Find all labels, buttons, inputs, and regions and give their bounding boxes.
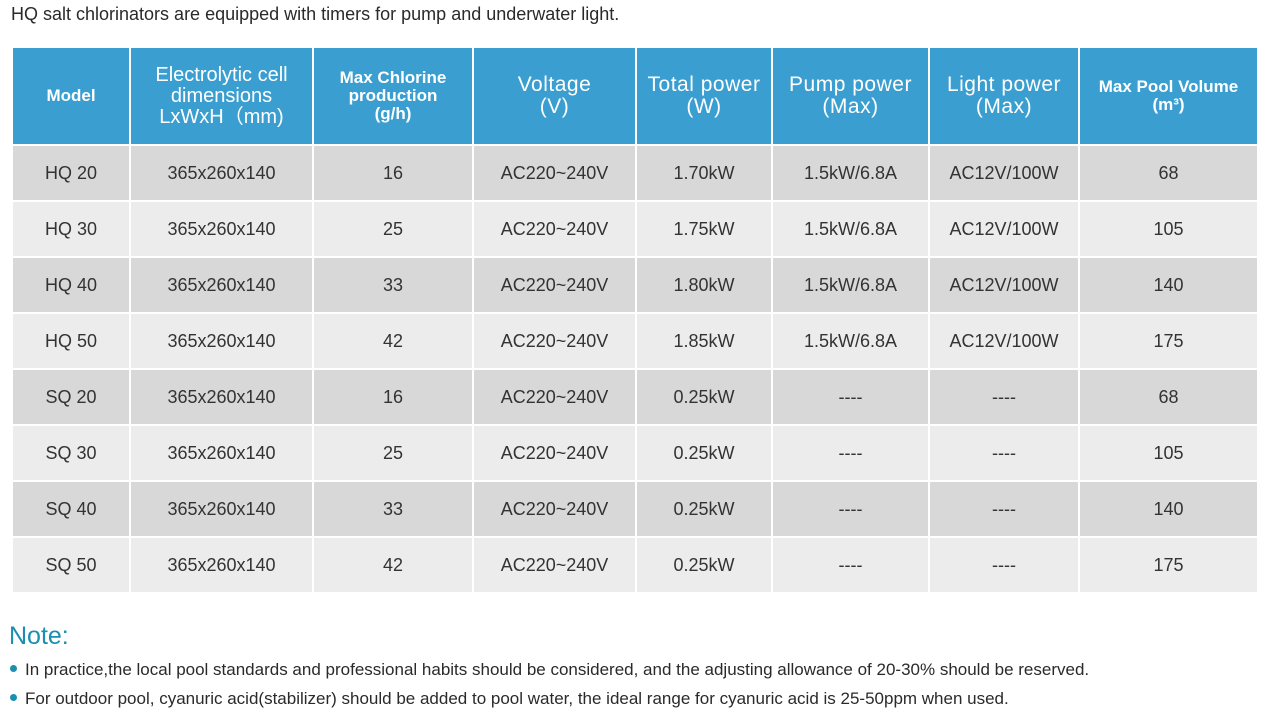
- cell-pump-power: 1.5kW/6.8A: [771, 256, 930, 314]
- header-max-chlorine: Max Chlorine production (g/h): [312, 46, 474, 146]
- cell-pump-power: 1.5kW/6.8A: [771, 312, 930, 370]
- cell-max-chlorine: 42: [312, 536, 474, 594]
- cell-pump-power: ----: [771, 424, 930, 482]
- note-title: Note:: [9, 622, 69, 650]
- header-pump-power: Pump power (Max): [771, 46, 930, 146]
- cell-model: SQ 50: [11, 536, 131, 594]
- cell-total-power: 1.85kW: [635, 312, 773, 370]
- cell-total-power: 1.80kW: [635, 256, 773, 314]
- cell-dimensions: 365x260x140: [129, 312, 314, 370]
- cell-light-power: AC12V/100W: [928, 200, 1080, 258]
- table-row: HQ 30 365x260x140 25 AC220~240V 1.75kW 1.5kW/…: [11, 200, 1259, 258]
- note-list: In practice,the local pool standards and…: [10, 658, 1089, 716]
- header-cell-dimensions: Electrolytic cell dimensions LxWxH（mm): [129, 46, 314, 146]
- cell-dimensions: 365x260x140: [129, 200, 314, 258]
- table-row: HQ 40 365x260x140 33 AC220~240V 1.80kW 1.5kW/…: [11, 256, 1259, 314]
- note-item: In practice,the local pool standards and…: [10, 658, 1089, 687]
- cell-max-pool-volume: 105: [1078, 424, 1259, 482]
- cell-max-pool-volume: 175: [1078, 312, 1259, 370]
- cell-dimensions: 365x260x140: [129, 256, 314, 314]
- cell-max-pool-volume: 105: [1078, 200, 1259, 258]
- header-row: Model Electrolytic cell dimensions LxWxH…: [11, 46, 1259, 146]
- cell-light-power: ----: [928, 368, 1080, 426]
- cell-dimensions: 365x260x140: [129, 424, 314, 482]
- cell-model: HQ 30: [11, 200, 131, 258]
- cell-pump-power: ----: [771, 536, 930, 594]
- table-row: SQ 20 365x260x140 16 AC220~240V 0.25kW ---- --…: [11, 368, 1259, 426]
- note-item: For outdoor pool, cyanuric acid(stabiliz…: [10, 687, 1089, 716]
- cell-pump-power: ----: [771, 480, 930, 538]
- cell-max-pool-volume: 68: [1078, 144, 1259, 202]
- cell-light-power: ----: [928, 424, 1080, 482]
- cell-max-chlorine: 33: [312, 480, 474, 538]
- cell-model: HQ 20: [11, 144, 131, 202]
- cell-pump-power: ----: [771, 368, 930, 426]
- cell-max-pool-volume: 175: [1078, 536, 1259, 594]
- cell-total-power: 0.25kW: [635, 424, 773, 482]
- cell-dimensions: 365x260x140: [129, 536, 314, 594]
- cell-max-chlorine: 16: [312, 144, 474, 202]
- cell-pump-power: 1.5kW/6.8A: [771, 200, 930, 258]
- cell-voltage: AC220~240V: [472, 424, 637, 482]
- cell-max-chlorine: 25: [312, 424, 474, 482]
- cell-total-power: 0.25kW: [635, 536, 773, 594]
- cell-model: SQ 30: [11, 424, 131, 482]
- cell-voltage: AC220~240V: [472, 200, 637, 258]
- cell-dimensions: 365x260x140: [129, 144, 314, 202]
- table-header: Model Electrolytic cell dimensions LxWxH…: [11, 46, 1259, 146]
- table-row: HQ 20 365x260x140 16 AC220~240V 1.70kW 1.5kW/…: [11, 144, 1259, 202]
- cell-voltage: AC220~240V: [472, 144, 637, 202]
- cell-voltage: AC220~240V: [472, 312, 637, 370]
- cell-dimensions: 365x260x140: [129, 368, 314, 426]
- table-row: HQ 50 365x260x140 42 AC220~240V 1.85kW 1.5kW/…: [11, 312, 1259, 370]
- cell-voltage: AC220~240V: [472, 480, 637, 538]
- cell-voltage: AC220~240V: [472, 536, 637, 594]
- header-model: Model: [11, 46, 131, 146]
- header-max-pool-volume: Max Pool Volume (m³): [1078, 46, 1259, 146]
- cell-max-chlorine: 25: [312, 200, 474, 258]
- bullet-icon: [10, 694, 17, 702]
- bullet-icon: [10, 665, 17, 673]
- note-text: For outdoor pool, cyanuric acid(stabiliz…: [25, 689, 1009, 708]
- intro-text: HQ salt chlorinators are equipped with t…: [11, 4, 620, 24]
- cell-total-power: 0.25kW: [635, 480, 773, 538]
- table-row: SQ 30 365x260x140 25 AC220~240V 0.25kW ---- --…: [11, 424, 1259, 482]
- cell-light-power: ----: [928, 536, 1080, 594]
- table-row: SQ 50 365x260x140 42 AC220~240V 0.25kW ---- --…: [11, 536, 1259, 594]
- cell-pump-power: 1.5kW/6.8A: [771, 144, 930, 202]
- cell-total-power: 0.25kW: [635, 368, 773, 426]
- cell-model: SQ 20: [11, 368, 131, 426]
- cell-total-power: 1.70kW: [635, 144, 773, 202]
- cell-max-pool-volume: 140: [1078, 480, 1259, 538]
- specification-table: Model Electrolytic cell dimensions LxWxH…: [11, 46, 1259, 594]
- cell-dimensions: 365x260x140: [129, 480, 314, 538]
- cell-light-power: AC12V/100W: [928, 144, 1080, 202]
- header-voltage: Voltage (V): [472, 46, 637, 146]
- cell-max-chlorine: 33: [312, 256, 474, 314]
- cell-model: HQ 40: [11, 256, 131, 314]
- cell-total-power: 1.75kW: [635, 200, 773, 258]
- cell-model: HQ 50: [11, 312, 131, 370]
- table-body: HQ 20 365x260x140 16 AC220~240V 1.70kW 1.5kW/…: [11, 144, 1259, 594]
- cell-voltage: AC220~240V: [472, 256, 637, 314]
- cell-max-chlorine: 42: [312, 312, 474, 370]
- cell-max-chlorine: 16: [312, 368, 474, 426]
- cell-light-power: AC12V/100W: [928, 312, 1080, 370]
- cell-light-power: AC12V/100W: [928, 256, 1080, 314]
- cell-voltage: AC220~240V: [472, 368, 637, 426]
- note-text: In practice,the local pool standards and…: [25, 660, 1090, 679]
- cell-model: SQ 40: [11, 480, 131, 538]
- cell-light-power: ----: [928, 480, 1080, 538]
- cell-max-pool-volume: 140: [1078, 256, 1259, 314]
- cell-max-pool-volume: 68: [1078, 368, 1259, 426]
- header-light-power: Light power (Max): [928, 46, 1080, 146]
- header-total-power: Total power (W): [635, 46, 773, 146]
- table-row: SQ 40 365x260x140 33 AC220~240V 0.25kW ---- --…: [11, 480, 1259, 538]
